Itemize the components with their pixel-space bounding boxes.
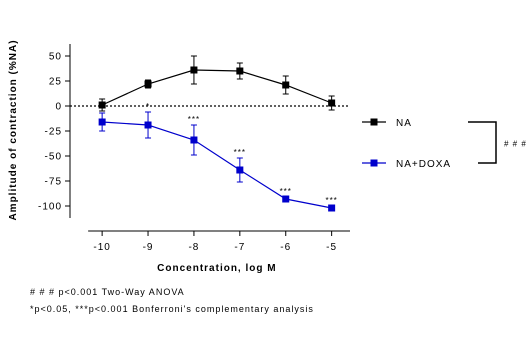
x-tick-label: -5: [326, 242, 337, 253]
data-point: [144, 80, 152, 88]
x-tick-label: -10: [93, 242, 110, 253]
data-point: [236, 166, 244, 174]
data-point: [328, 99, 336, 107]
y-axis: 50 25 0 -25 -50 -75 -100: [38, 44, 71, 218]
bracket-label: # # #: [504, 140, 527, 149]
significance-label: ***: [280, 187, 292, 196]
series-group: *************: [98, 55, 337, 212]
x-axis-title: Concentration, log M: [157, 263, 276, 274]
x-tick-label: -8: [188, 242, 199, 253]
significance-bracket: [468, 121, 497, 164]
significance-label: ***: [325, 196, 337, 205]
x-tick-label: -9: [143, 242, 154, 253]
series-line: [102, 121, 332, 209]
footnote-anova: # # # p<0.001 Two-Way ANOVA: [30, 287, 185, 297]
significance-label: ***: [234, 148, 246, 157]
legend-item-1: NA+DOXA: [362, 159, 451, 170]
y-tick-label: -100: [38, 202, 62, 213]
footnote-bonferroni: *p<0.05, ***p<0.001 Bonferroni's complem…: [30, 304, 314, 314]
y-tick-label: 50: [49, 52, 62, 63]
data-point: [98, 118, 106, 126]
series-0: [98, 55, 336, 112]
data-point: [190, 136, 198, 144]
y-tick-label: -75: [45, 177, 62, 188]
data-point: [328, 204, 336, 212]
x-tick-label: -7: [234, 242, 245, 253]
y-axis-title: Amplitude of contraction (%NA): [8, 39, 19, 220]
legend-marker: [370, 118, 378, 126]
legend-label: NA: [396, 118, 412, 129]
x-axis: -10 -9 -8 -7 -6 -5: [88, 230, 350, 253]
series-line: [101, 69, 332, 106]
data-point: [236, 67, 244, 75]
y-tick-label: -50: [45, 152, 62, 163]
data-point: [144, 121, 152, 129]
legend-marker: [370, 159, 378, 167]
data-point: [190, 66, 198, 74]
legend-item-0: NA: [362, 118, 412, 129]
x-tick-label: -6: [280, 242, 291, 253]
significance-label: ***: [188, 115, 200, 124]
significance-label: *: [146, 102, 150, 111]
legend: NA NA+DOXA # # #: [362, 118, 527, 170]
legend-label: NA+DOXA: [396, 159, 451, 170]
y-tick-label: -25: [45, 127, 62, 138]
data-point: [98, 101, 106, 109]
y-tick-label: 0: [55, 102, 62, 113]
data-point: [282, 195, 290, 203]
series-1: *************: [98, 102, 337, 212]
y-tick-label: 25: [49, 77, 62, 88]
data-point: [282, 81, 290, 89]
